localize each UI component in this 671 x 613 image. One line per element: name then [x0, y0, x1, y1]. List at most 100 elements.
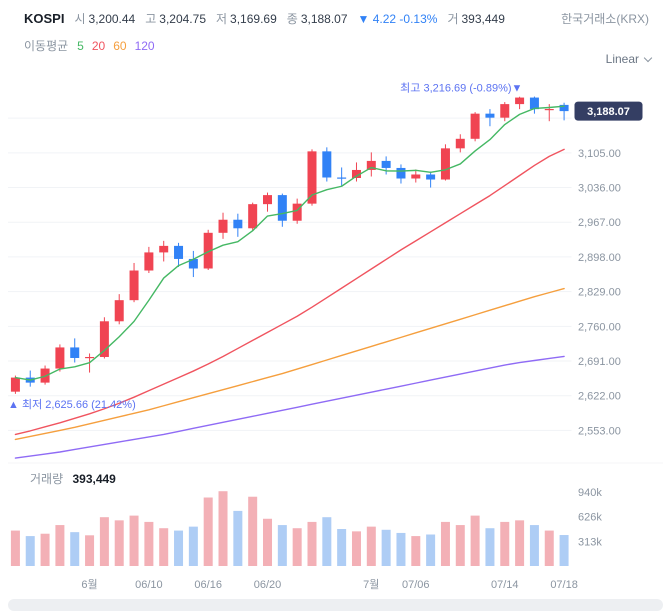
ma20-legend: 20 [91, 39, 106, 53]
scale-selector[interactable]: Linear [605, 52, 653, 66]
volume-bar [85, 535, 95, 566]
open-value: 3,200.44 [88, 12, 136, 26]
low-label: 저 [216, 12, 228, 26]
volume-bar [515, 520, 525, 566]
volume-axis-label: 940k [578, 487, 602, 499]
volume-bar [322, 517, 332, 566]
volume-value: 393,449 [72, 472, 116, 486]
y-axis-label: 2,898.00 [578, 252, 621, 264]
volume-bar [248, 496, 258, 566]
volume-bar [529, 525, 539, 566]
current-price-badge-label: 3,188.07 [587, 106, 630, 118]
ma-legend: 이동평균 5 20 60 120 [24, 37, 155, 54]
candlestick [99, 321, 109, 357]
y-axis-label: 3,036.00 [578, 183, 621, 195]
ma60-line [14, 287, 565, 441]
volume-bar [396, 532, 406, 566]
candlestick [366, 160, 376, 170]
volume-bar [544, 530, 554, 566]
candlestick [351, 169, 361, 179]
candlestick [70, 347, 80, 358]
volume-bar [440, 521, 450, 566]
volume-bar [263, 518, 273, 566]
volume-bar [470, 515, 480, 566]
candlestick [188, 258, 198, 269]
volume-bar [218, 491, 228, 566]
candlestick [455, 138, 465, 149]
volume-bar [277, 525, 287, 566]
ma-legend-label: 이동평균 [24, 39, 69, 53]
volume-axis-label: 313k [578, 536, 602, 548]
open-label: 시 [74, 12, 86, 26]
volume-header: 거래량 393,449 [30, 470, 116, 487]
candlestick [381, 160, 391, 168]
candlestick [544, 108, 554, 111]
x-axis-label: 06/16 [194, 579, 222, 591]
y-axis-label: 2,967.00 [578, 217, 621, 229]
ma120-line [14, 355, 565, 459]
candlestick [159, 245, 169, 253]
candlestick [411, 174, 421, 179]
volume-bar [40, 533, 50, 566]
candlestick [559, 104, 569, 112]
low-stat: 저 3,169.69 [216, 10, 277, 27]
low-annotation: ▲ 최저 2,625.66 (21.42%) [8, 398, 136, 411]
candlestick [233, 219, 243, 229]
x-axis-label: 07/18 [550, 579, 578, 591]
candlestick [10, 377, 20, 392]
candlestick [292, 203, 302, 221]
volume-bar [500, 521, 510, 566]
current-price-badge [574, 101, 643, 121]
volume-bar [455, 525, 465, 566]
volume-bar [351, 531, 361, 566]
volume-bar [307, 521, 317, 566]
high-value: 3,204.75 [159, 12, 206, 26]
ma60-legend: 60 [113, 39, 127, 53]
candlestick [426, 174, 436, 180]
volume-bar [55, 525, 65, 566]
zoom-scrollbar[interactable] [8, 599, 663, 611]
candlestick [55, 347, 65, 369]
symbol-title: KOSPI [24, 11, 65, 26]
candlestick [114, 300, 124, 322]
volume-bar [366, 526, 376, 566]
volume-stat-value: 393,449 [461, 12, 505, 26]
x-axis-label: 06/10 [135, 579, 163, 591]
candlestick [277, 195, 287, 221]
y-axis-label: 2,622.00 [578, 391, 621, 403]
volume-bar [144, 521, 154, 566]
volume-bar [203, 497, 213, 566]
candlestick [529, 97, 539, 110]
x-axis-label: 7월 [363, 578, 379, 591]
scale-selector-label: Linear [605, 52, 639, 66]
ma5-legend: 5 [77, 39, 84, 53]
volume-bar [159, 528, 169, 566]
ma120-legend: 120 [134, 39, 155, 53]
change-value: ▼ 4.22 -0.13% [357, 12, 438, 26]
candlestick [396, 167, 406, 179]
candlestick [485, 113, 495, 118]
candlestick [337, 177, 347, 179]
volume-bar [25, 536, 35, 566]
candlestick [307, 151, 317, 204]
volume-bar [485, 528, 495, 566]
volume-bar [174, 530, 184, 566]
candlestick [174, 245, 184, 259]
candlestick [500, 104, 510, 118]
candlestick [144, 252, 154, 271]
ohlc-header: KOSPI 시 3,200.44 고 3,204.75 저 3,169.69 종… [24, 10, 649, 27]
volume-stat: 거 393,449 [447, 10, 504, 27]
y-axis-label: 2,553.00 [578, 425, 621, 437]
y-axis-label: 2,760.00 [578, 321, 621, 333]
volume-bar [114, 520, 124, 566]
candlestick [322, 151, 332, 178]
volume-bar [292, 528, 302, 566]
candlestick [263, 195, 273, 205]
low-value: 3,169.69 [230, 12, 277, 26]
candlestick [515, 97, 525, 105]
volume-bar [10, 530, 20, 566]
volume-axis-label: 626k [578, 512, 602, 524]
volume-bar [411, 536, 421, 566]
exchange-label: 한국거래소(KRX) [561, 12, 649, 26]
